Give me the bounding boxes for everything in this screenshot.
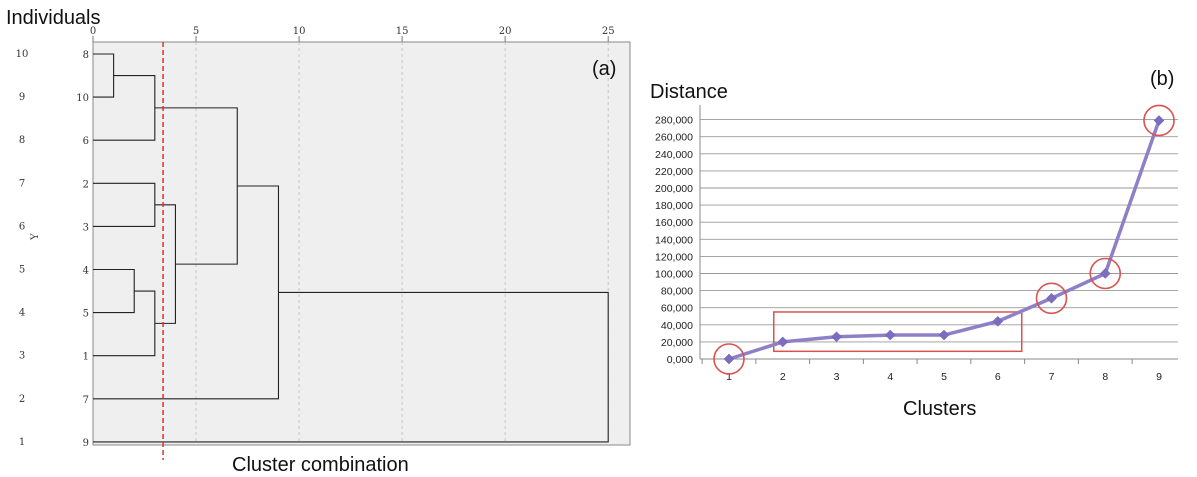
y-tick-label: 9 [19,92,25,103]
dendrogram-plot-area [92,41,631,446]
x-tick-label: 25 [602,26,615,37]
dendrogram-link [93,291,609,443]
y-tick-label: 3 [19,351,25,362]
leaf-label: 8 [83,50,89,61]
highlight-box [773,311,1023,353]
leaf-label: 6 [83,136,89,147]
data-point [777,336,789,348]
x-tick-label: 2 [780,371,786,383]
y-tick-label: 7 [19,178,25,189]
y-tick-label: 4 [19,308,25,319]
y-tick-label: 200,000 [655,183,693,195]
highlight-circle [1143,104,1175,137]
y-tick-label: 160,000 [655,217,693,229]
y-tick-label: 40,000 [661,320,693,332]
y-tick-label: 5 [19,265,25,276]
x-tick-label: 6 [995,371,1001,383]
data-point [1046,292,1057,304]
x-tick-label: 3 [834,371,840,383]
data-point [1153,115,1165,126]
y-tick-label: 10 [16,49,29,60]
leaf-label: 2 [83,179,89,190]
highlight-circle [713,343,745,375]
highlight-circle [1035,282,1068,315]
leaf-label: 5 [83,309,89,320]
individuals-label: Individuals [6,7,101,29]
panel-b-label: (b) [1150,68,1174,90]
x-tick-label: 0 [90,26,96,37]
clusters-label: Clusters [903,398,976,420]
y-tick-label: 60,000 [661,303,693,315]
x-tick-label: 10 [293,26,306,37]
y-tick-label: 280,000 [655,115,693,127]
data-point [723,353,735,365]
x-tick-label: 9 [1156,371,1162,383]
data-point [831,331,842,343]
y-tick-label: 220,000 [655,166,693,178]
x-tick-label: 15 [396,26,409,37]
data-point [1099,268,1111,279]
leaf-label: 9 [83,438,89,449]
y-tick-label: 20,000 [661,337,693,349]
highlight-circle [1089,257,1122,290]
x-tick-label: 4 [887,371,893,383]
y-tick-label: 120,000 [655,251,693,263]
leaf-label: 1 [83,352,89,363]
x-tick-label: 5 [193,26,199,37]
x-tick-label: 1 [726,371,732,383]
y-tick-label: 0,000 [667,354,693,366]
x-tick-label: 8 [1102,371,1108,383]
y-tick-label: 1 [19,437,25,448]
y-tick-label: 240,000 [655,149,693,161]
y-tick-label: 2 [19,394,25,405]
leaf-label: 10 [76,93,89,104]
leaf-label: 3 [83,222,89,233]
x-tick-label: 20 [499,26,512,37]
x-axis-label: Cluster combination [232,454,409,476]
y-tick-label: 140,000 [655,234,693,246]
distance-title: Distance [650,81,728,103]
y-tick-label: 180,000 [655,200,693,212]
x-tick-label: 7 [1049,371,1055,383]
y-tick-label: 80,000 [661,286,693,298]
x-tick-label: 5 [941,371,947,383]
data-point [938,329,950,341]
y-tick-label: 8 [19,135,25,146]
data-point [884,329,896,341]
leaf-label: 4 [83,266,89,277]
y-tick-label: 260,000 [655,132,693,144]
y-axis-label: Y [30,233,41,241]
y-tick-label: 100,000 [655,269,693,281]
y-tick-label: 6 [19,221,25,232]
leaf-label: 7 [83,395,89,406]
panel-a-label: (a) [592,58,616,80]
data-point [992,316,1004,327]
